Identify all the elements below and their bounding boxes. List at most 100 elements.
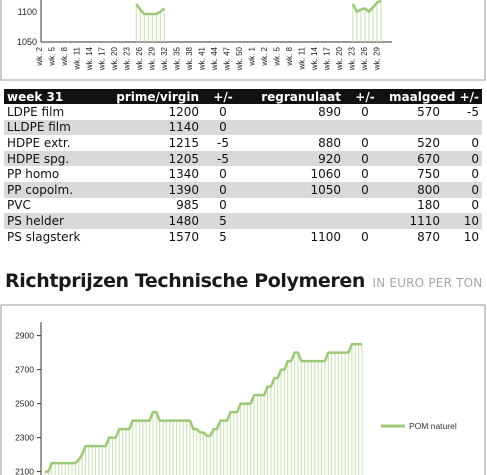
- top-x-tick-label: wk. 38: [185, 46, 194, 71]
- cell-prime-virgin: 1340: [102, 166, 202, 182]
- cell-change-prime: 0: [202, 104, 244, 120]
- cell-change-regranulaat: 0: [344, 104, 386, 120]
- cell-prime-virgin: 985: [102, 197, 202, 214]
- cell-maalgoed: 570: [386, 104, 443, 120]
- cell-product: HDPE spg.: [4, 150, 102, 167]
- header-regranulaat: regranulaat: [244, 89, 344, 104]
- cell-product: LDPE film: [4, 104, 102, 120]
- top-x-tick-label: wk. 26: [360, 46, 369, 71]
- cell-change-regranulaat: [344, 119, 386, 136]
- top-x-tick-label: wk. 5: [48, 46, 57, 66]
- table-row: HDPE extr. 1215 -5 880 0 520 0: [4, 135, 482, 151]
- price-table: week 31 prime/virgin +/- regranulaat +/-…: [4, 89, 482, 245]
- top-x-tick-label: wk. 20: [110, 46, 119, 71]
- section-title-unit: IN EURO PER TON: [372, 276, 483, 290]
- header-change-regranulaat: +/-: [344, 89, 386, 104]
- cell-change-maalgoed: 0: [443, 135, 482, 151]
- y-tick-label: 2900: [15, 331, 34, 341]
- series-line-pom-naturel: [45, 342, 362, 473]
- cell-product: PP copolm.: [4, 181, 102, 198]
- price-table-body: LDPE film 1200 0 890 0 570 -5 LLDPE film 1140 0 HD…: [4, 104, 482, 245]
- top-x-tick-label: wk. 14: [310, 46, 319, 71]
- top-x-tick-label: wk. 35: [173, 46, 182, 71]
- cell-change-regranulaat: 0: [344, 228, 386, 245]
- y-tick-label: 2300: [15, 433, 34, 443]
- top-x-tick-labels: wk. 2 wk. 5 wk. 8 wk. 11 wk. 14 wk. 17 wk. 20 w…: [35, 46, 382, 71]
- header-change-prime: +/-: [202, 89, 244, 104]
- cell-change-prime: 0: [202, 181, 244, 198]
- cell-change-prime: 0: [202, 197, 244, 214]
- cell-maalgoed: 750: [386, 166, 443, 182]
- cell-change-prime: 0: [202, 166, 244, 182]
- top-x-tick-label: wk. 11: [73, 46, 82, 70]
- top-series-line-segment: [135, 3, 166, 16]
- cell-regranulaat: [244, 213, 344, 229]
- top-x-tick-label: wk. 20: [335, 46, 344, 71]
- cell-maalgoed: 180: [386, 197, 443, 214]
- bottom-chart-bars: [44, 344, 363, 475]
- cell-maalgoed: 870: [386, 228, 443, 245]
- cell-regranulaat: 920: [244, 150, 344, 167]
- cell-regranulaat: [244, 119, 344, 136]
- cell-change-maalgoed: -5: [443, 104, 482, 120]
- top-x-tick-label: wk. 1: [248, 46, 257, 66]
- top-chart: 1100 1050 wk. 2 wk. 5 wk. 8 wk. 11 wk. 14 wk.…: [0, 0, 486, 81]
- y-tick-label: 2500: [15, 399, 34, 409]
- top-x-tick-label: wk. 26: [135, 46, 144, 71]
- cell-regranulaat: [244, 197, 344, 214]
- cell-change-regranulaat: 0: [344, 166, 386, 182]
- cell-change-maalgoed: 0: [443, 181, 482, 198]
- top-y-tick-label: 1100: [18, 7, 37, 17]
- top-x-tick-label: wk. 2: [35, 46, 44, 66]
- cell-change-regranulaat: 0: [344, 135, 386, 151]
- cell-change-regranulaat: [344, 213, 386, 229]
- legend-label-pom-naturel: POM naturel: [409, 421, 457, 431]
- bottom-y-tick-labels: 2100 2300 2500 2700 2900: [15, 331, 41, 475]
- cell-regranulaat: 1060: [244, 166, 344, 182]
- table-header-row: week 31 prime/virgin +/- regranulaat +/-…: [4, 89, 482, 104]
- cell-change-prime: -5: [202, 135, 244, 151]
- y-tick-label: 2100: [15, 467, 34, 475]
- section-title: Richtprijzen Technische Polymeren IN EUR…: [5, 270, 482, 292]
- top-x-tick-label: wk. 50: [235, 46, 244, 71]
- top-x-tick-label: wk. 41: [198, 46, 207, 71]
- cell-change-regranulaat: 0: [344, 150, 386, 167]
- legend: POM naturel: [381, 421, 457, 431]
- top-chart-lines: [135, 0, 382, 16]
- top-x-tick-label: wk. 29: [373, 46, 382, 71]
- cell-product: PS helder: [4, 213, 102, 229]
- bottom-chart-frame: [0, 304, 486, 475]
- top-x-tick-label: wk. 17: [98, 46, 107, 71]
- cell-prime-virgin: 1480: [102, 213, 202, 229]
- top-chart-frame: [0, 0, 486, 81]
- cell-regranulaat: 880: [244, 135, 344, 151]
- cell-maalgoed: 1110: [386, 213, 443, 229]
- top-y-tick-label: 1050: [17, 37, 37, 47]
- cell-change-maalgoed: 10: [443, 213, 482, 229]
- cell-maalgoed: 520: [386, 135, 443, 151]
- cell-change-regranulaat: 0: [344, 181, 386, 198]
- table-row: PVC 985 0 180 0: [4, 197, 482, 214]
- cell-regranulaat: 1050: [244, 181, 344, 198]
- cell-change-prime: 5: [202, 228, 244, 245]
- top-x-tick-label: wk. 8: [60, 46, 69, 66]
- top-chart-panel: 1100 1050 wk. 2 wk. 5 wk. 8 wk. 11 wk. 14 wk.…: [0, 0, 487, 82]
- cell-change-maalgoed: [443, 119, 482, 136]
- cell-change-maalgoed: 0: [443, 166, 482, 182]
- cell-change-maalgoed: 0: [443, 150, 482, 167]
- top-x-tick-label: wk. 32: [160, 46, 169, 71]
- table-row: PS slagsterk 1570 5 1100 0 870 10: [4, 228, 482, 245]
- cell-change-regranulaat: [344, 197, 386, 214]
- table-row: LDPE film 1200 0 890 0 570 -5: [4, 104, 482, 120]
- cell-change-maalgoed: 0: [443, 197, 482, 214]
- cell-prime-virgin: 1215: [102, 135, 202, 151]
- cell-prime-virgin: 1390: [102, 181, 202, 198]
- table-row: PP homo 1340 0 1060 0 750 0: [4, 166, 482, 182]
- cell-prime-virgin: 1200: [102, 104, 202, 120]
- table-row: HDPE spg. 1205 -5 920 0 670 0: [4, 150, 482, 167]
- cell-change-prime: -5: [202, 150, 244, 167]
- cell-product: PP homo: [4, 166, 102, 182]
- top-x-tick-label: wk. 23: [348, 46, 357, 71]
- header-change-maalgoed: +/-: [443, 89, 482, 104]
- cell-product: HDPE extr.: [4, 135, 102, 151]
